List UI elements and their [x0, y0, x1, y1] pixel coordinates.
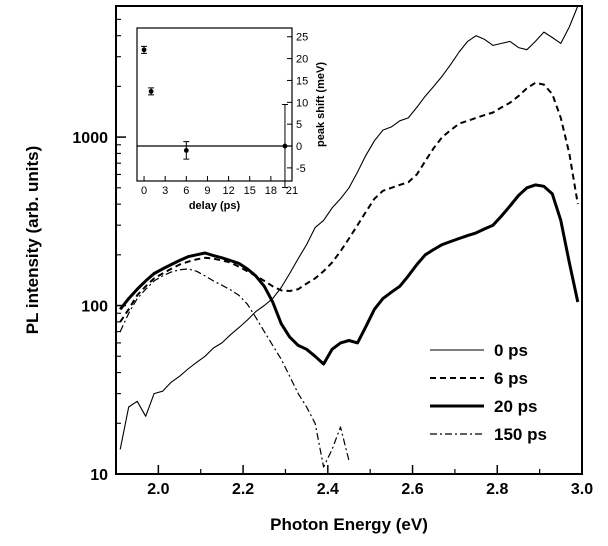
x-tick-label: 2.2 [232, 481, 254, 498]
inset-data-point [148, 88, 154, 94]
inset-data-point [183, 148, 189, 153]
legend: 0 ps 6 ps 20 ps 150 ps [430, 341, 547, 444]
inset-y-tick-label: 20 [296, 54, 308, 66]
y-tick-label: 100 [81, 299, 108, 316]
main-plot-frame [115, 5, 583, 475]
inset-content: 0 3 6 9 12 15 18 21 -5 0 5 10 15 20 25 [137, 32, 308, 197]
inset-y-tick-label: -5 [296, 163, 306, 175]
x-tick-label: 2.0 [147, 481, 169, 498]
inset-x-tick-label: 3 [162, 185, 168, 197]
series-line-150-ps [119, 268, 350, 468]
inset-y-tick-label: 0 [296, 141, 302, 153]
inset-plot: 0 3 6 9 12 15 18 21 -5 0 5 10 15 20 25 delay (ps) peak… [136, 27, 327, 212]
inset-x-tick-label: 12 [222, 185, 234, 197]
main-series-group [119, 6, 580, 468]
inset-x-tick-label: 18 [265, 185, 277, 197]
legend-label: 150 ps [494, 425, 547, 444]
legend-label: 6 ps [494, 369, 528, 388]
series-line-6-ps [119, 81, 579, 323]
x-tick-label: 2.8 [486, 481, 508, 498]
y-tick-label: 1000 [72, 130, 108, 147]
inset-x-tick-label: 21 [286, 185, 298, 197]
legend-label: 20 ps [494, 397, 537, 416]
inset-x-tick-label: 15 [244, 185, 256, 197]
x-tick-label: 3.0 [571, 481, 593, 498]
legend-label: 0 ps [494, 341, 528, 360]
inset-y-tick-label: 25 [296, 32, 308, 44]
inset-x-tick-label: 9 [204, 185, 210, 197]
inset-x-tick-label: 6 [183, 185, 189, 197]
x-tick-label: 2.6 [401, 481, 423, 498]
series-line-20-ps [119, 183, 580, 366]
inset-x-axis-title: delay (ps) [189, 200, 241, 212]
x-axis-title: Photon Energy (eV) [270, 515, 428, 534]
inset-y-tick-label: 10 [296, 97, 308, 109]
inset-y-tick-label: 15 [296, 75, 308, 87]
y-tick-label: 10 [90, 467, 108, 484]
inset-data-point [141, 47, 147, 53]
series-line-0-ps [119, 6, 579, 450]
inset-data-point [282, 143, 288, 149]
inset-x-tick-label: 0 [141, 185, 147, 197]
inset-frame [136, 27, 293, 182]
y-axis-title: PL intensity (arb. units) [23, 146, 42, 335]
inset-y-axis-title: peak shift (meV) [315, 62, 327, 147]
inset-y-tick-label: 5 [296, 119, 302, 131]
x-tick-label: 2.4 [317, 481, 339, 498]
